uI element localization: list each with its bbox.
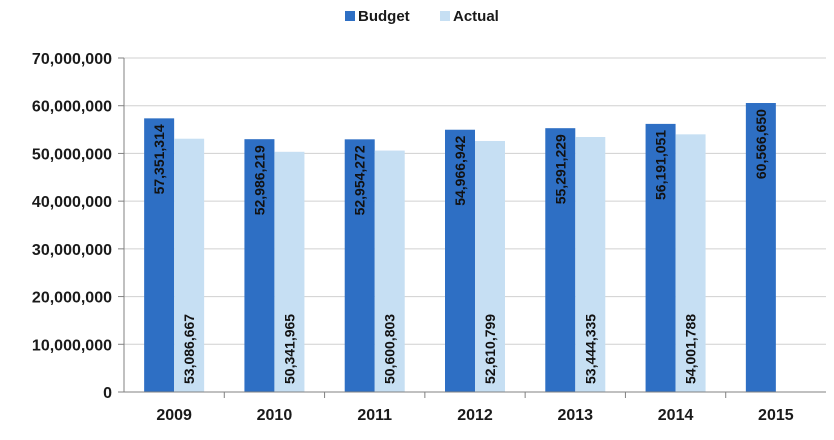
y-tick-label: 70,000,000 bbox=[32, 51, 112, 68]
x-tick-label: 2012 bbox=[457, 407, 493, 424]
bar-actual-2014 bbox=[675, 134, 706, 392]
y-tick-label: 0 bbox=[103, 385, 112, 402]
x-tick-label: 2009 bbox=[156, 407, 192, 424]
data-label-actual: 53,086,667 bbox=[181, 314, 197, 384]
data-label-actual: 54,001,788 bbox=[683, 314, 699, 384]
y-tick-label: 50,000,000 bbox=[32, 146, 112, 163]
x-tick-label: 2013 bbox=[557, 407, 593, 424]
bar-actual-2013 bbox=[575, 136, 606, 392]
legend-label-actual: Actual bbox=[453, 8, 499, 25]
y-axis-ticks: 0 10,000,000 20,000,000 30,000,000 40,000,00… bbox=[32, 51, 125, 402]
data-label-budget: 52,986,219 bbox=[251, 145, 267, 215]
data-label-budget: 55,291,229 bbox=[552, 134, 568, 204]
bar-budget-2012 bbox=[445, 129, 475, 392]
legend-label-budget: Budget bbox=[358, 8, 410, 25]
bar-actual-2010 bbox=[274, 151, 305, 392]
y-tick-label: 40,000,000 bbox=[32, 194, 112, 211]
data-label-budget: 60,566,650 bbox=[753, 109, 769, 179]
legend: Budget Actual bbox=[345, 8, 499, 25]
bars: 57,351,314 53,086,667 52,986,219 50,341,965… bbox=[144, 103, 776, 393]
data-label-actual: 52,610,799 bbox=[482, 314, 498, 384]
data-label-budget: 54,966,942 bbox=[452, 136, 468, 206]
bar-budget-2010 bbox=[244, 139, 275, 392]
legend-swatch-budget bbox=[345, 11, 355, 21]
bar-budget-2011 bbox=[344, 139, 375, 392]
x-tick-label: 2015 bbox=[758, 407, 794, 424]
x-tick-label: 2011 bbox=[357, 407, 392, 424]
y-tick-label: 20,000,000 bbox=[32, 290, 112, 307]
data-label-actual: 50,341,965 bbox=[281, 314, 297, 384]
x-tick-label: 2014 bbox=[658, 407, 694, 424]
bar-budget-2014 bbox=[645, 123, 676, 392]
bar-budget-2009 bbox=[144, 118, 175, 393]
bar-actual-2009 bbox=[174, 138, 205, 392]
bar-actual-2012 bbox=[475, 140, 505, 392]
data-label-budget: 52,954,272 bbox=[352, 145, 368, 215]
bar-budget-2013 bbox=[545, 128, 576, 392]
legend-swatch-actual bbox=[440, 11, 450, 21]
data-label-budget: 56,191,051 bbox=[653, 130, 669, 200]
data-label-budget: 57,351,314 bbox=[151, 124, 167, 194]
y-tick-label: 30,000,000 bbox=[32, 242, 112, 259]
x-axis-ticks: 2009 2010 2011 2012 2013 2014 2015 bbox=[124, 391, 826, 424]
y-tick-label: 60,000,000 bbox=[32, 99, 112, 116]
bar-budget-2015 bbox=[745, 103, 776, 392]
x-tick-label: 2010 bbox=[257, 407, 293, 424]
bar-actual-2011 bbox=[374, 150, 405, 392]
data-label-actual: 50,600,803 bbox=[382, 314, 398, 384]
y-tick-label: 10,000,000 bbox=[32, 337, 112, 354]
data-label-actual: 53,444,335 bbox=[582, 314, 598, 384]
